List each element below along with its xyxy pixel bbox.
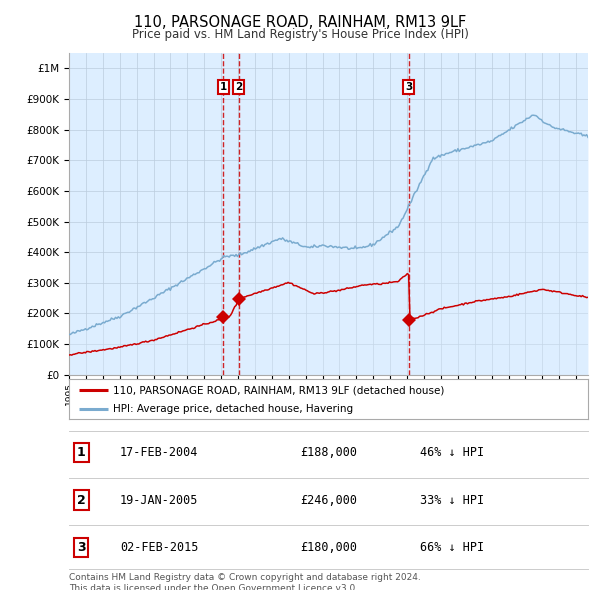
Text: Price paid vs. HM Land Registry's House Price Index (HPI): Price paid vs. HM Land Registry's House … xyxy=(131,28,469,41)
Text: 2: 2 xyxy=(235,82,242,92)
Text: £188,000: £188,000 xyxy=(300,446,357,460)
Text: 2: 2 xyxy=(77,493,85,507)
Text: 3: 3 xyxy=(405,82,412,92)
Text: 33% ↓ HPI: 33% ↓ HPI xyxy=(420,493,484,507)
Text: HPI: Average price, detached house, Havering: HPI: Average price, detached house, Have… xyxy=(113,404,353,414)
Text: £180,000: £180,000 xyxy=(300,540,357,554)
Text: 110, PARSONAGE ROAD, RAINHAM, RM13 9LF: 110, PARSONAGE ROAD, RAINHAM, RM13 9LF xyxy=(134,15,466,30)
Text: Contains HM Land Registry data © Crown copyright and database right 2024.
This d: Contains HM Land Registry data © Crown c… xyxy=(69,573,421,590)
Text: 17-FEB-2004: 17-FEB-2004 xyxy=(120,446,199,460)
Text: 1: 1 xyxy=(77,446,85,460)
Text: 3: 3 xyxy=(77,540,85,554)
Text: 19-JAN-2005: 19-JAN-2005 xyxy=(120,493,199,507)
Text: 02-FEB-2015: 02-FEB-2015 xyxy=(120,540,199,554)
Text: 46% ↓ HPI: 46% ↓ HPI xyxy=(420,446,484,460)
Text: 110, PARSONAGE ROAD, RAINHAM, RM13 9LF (detached house): 110, PARSONAGE ROAD, RAINHAM, RM13 9LF (… xyxy=(113,385,445,395)
Text: 1: 1 xyxy=(220,82,227,92)
Text: 66% ↓ HPI: 66% ↓ HPI xyxy=(420,540,484,554)
Text: £246,000: £246,000 xyxy=(300,493,357,507)
